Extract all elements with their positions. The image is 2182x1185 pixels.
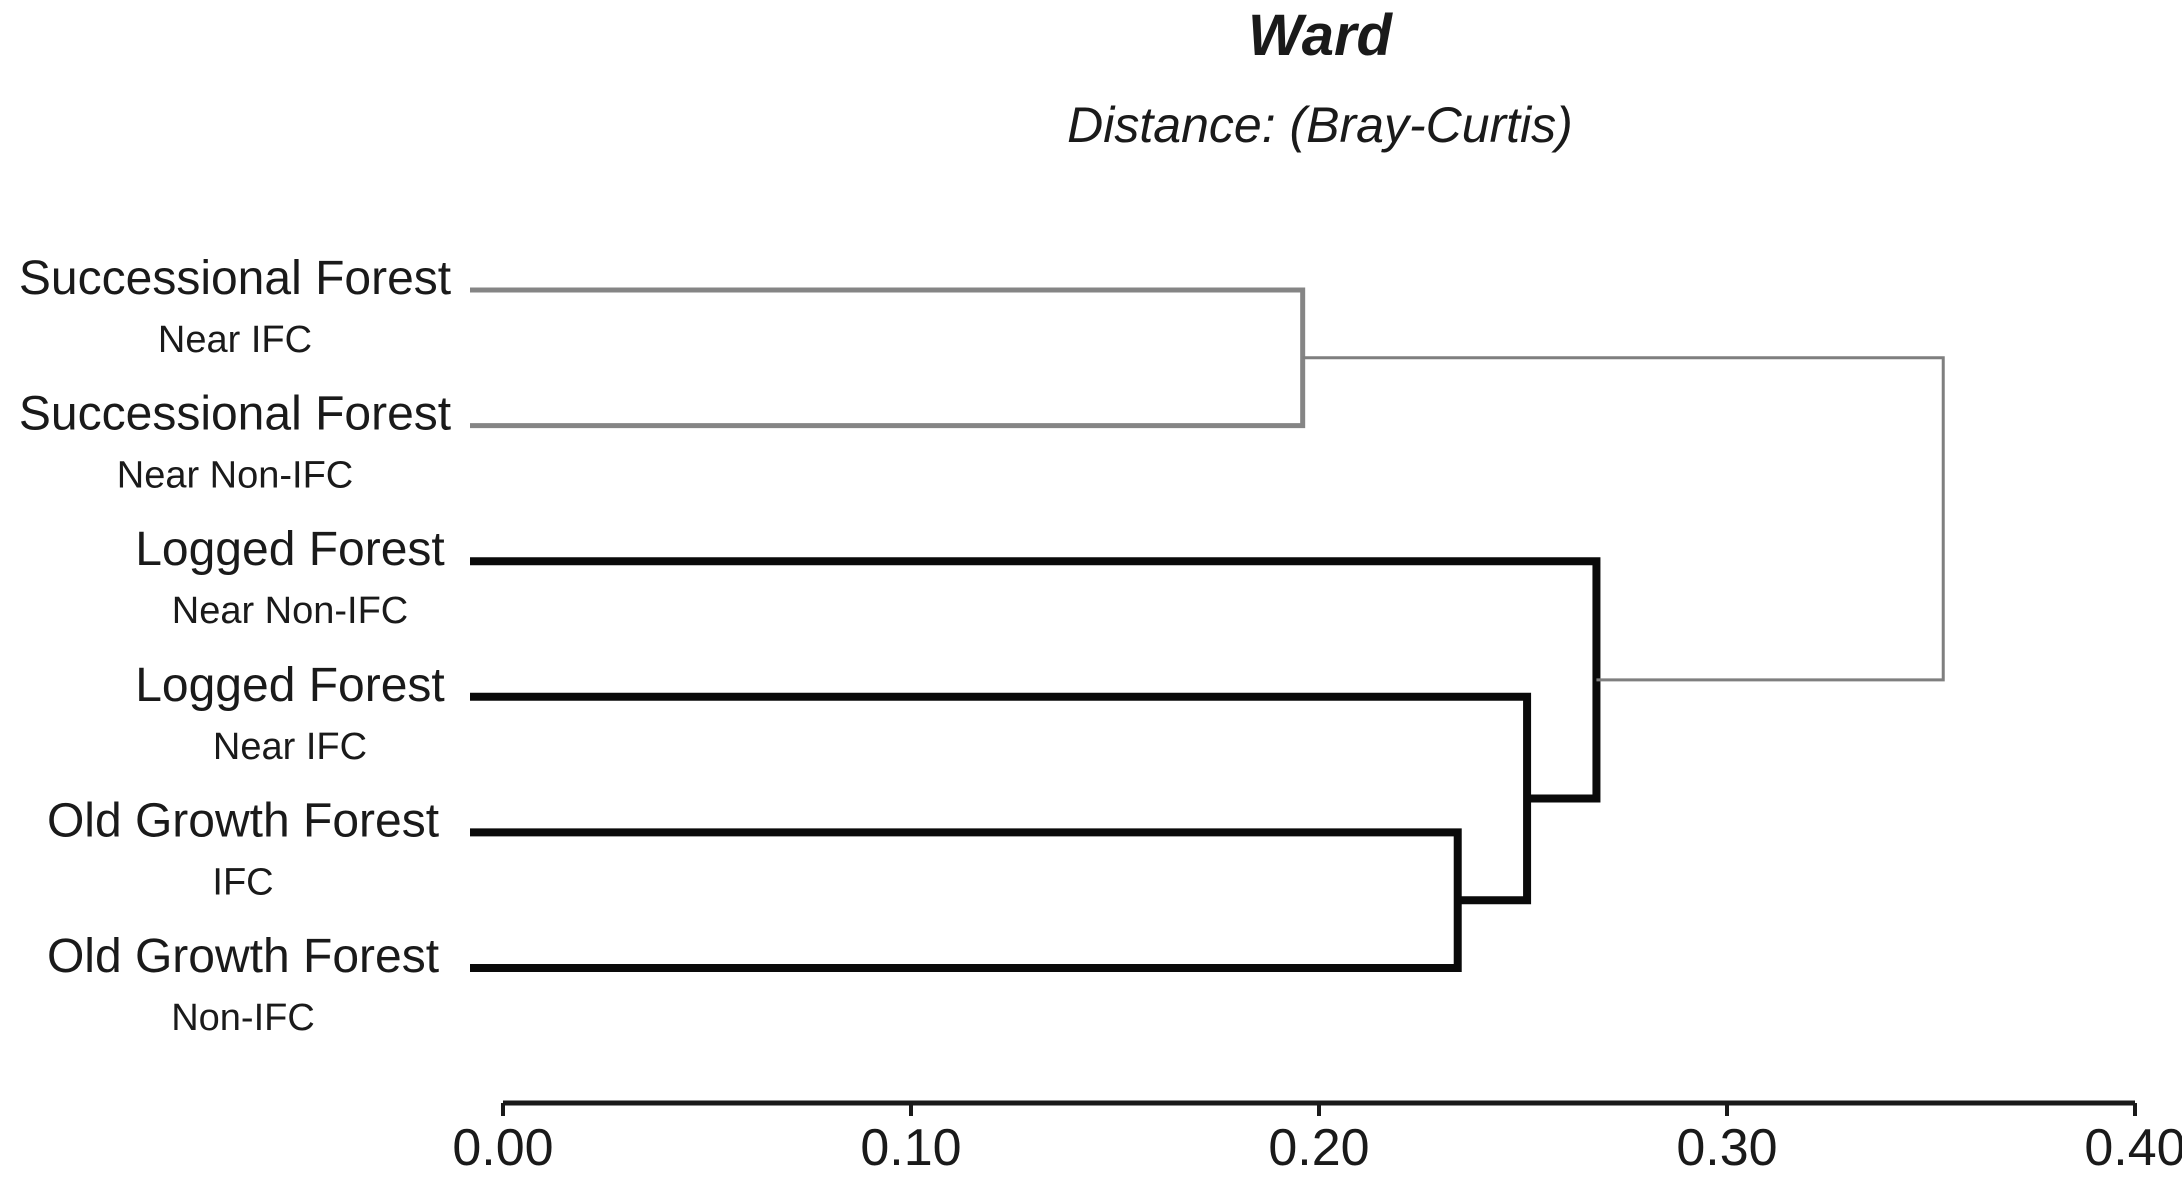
leaf-label-main: Old Growth Forest xyxy=(47,930,439,983)
axis-tick-label: 0.40 xyxy=(2084,1119,2182,1177)
leaf-label-sub: Near Non-IFC xyxy=(172,590,409,632)
leaf-label-sub: Near IFC xyxy=(213,726,367,768)
axis-tick-label: 0.00 xyxy=(452,1119,553,1177)
axis-tick-label: 0.20 xyxy=(1268,1119,1369,1177)
leaf-label-main: Logged Forest xyxy=(135,659,445,712)
leaf-labels: Successional Forest Near IFC Successional … xyxy=(19,252,451,1039)
leaf-label-sub: Near Non-IFC xyxy=(117,455,354,497)
axis-tick-label: 0.10 xyxy=(860,1119,961,1177)
distance-axis: 0.00 0.10 0.20 0.30 0.40 xyxy=(452,1100,2182,1177)
leaf-label-main: Old Growth Forest xyxy=(47,794,439,847)
leaf-label-main: Successional Forest xyxy=(19,252,451,305)
dendrogram-link xyxy=(470,692,1532,905)
leaf-label-main: Logged Forest xyxy=(135,523,445,576)
leaf-label-sub: Non-IFC xyxy=(171,997,315,1039)
leaf-label-sub: Near IFC xyxy=(158,319,312,361)
dendrogram-link xyxy=(470,287,1306,429)
axis-tick-label: 0.30 xyxy=(1676,1119,1777,1177)
dendrogram-links xyxy=(470,287,1945,972)
dendrogram-link xyxy=(1302,356,1945,682)
leaf-label-main: Successional Forest xyxy=(19,388,451,441)
chart-subtitle: Distance: (Bray-Curtis) xyxy=(1067,97,1573,153)
chart-title: Ward xyxy=(1248,3,1394,68)
dendrogram-link xyxy=(470,557,1601,803)
leaf-label-sub: IFC xyxy=(212,861,273,903)
dendrogram-link xyxy=(470,828,1462,972)
